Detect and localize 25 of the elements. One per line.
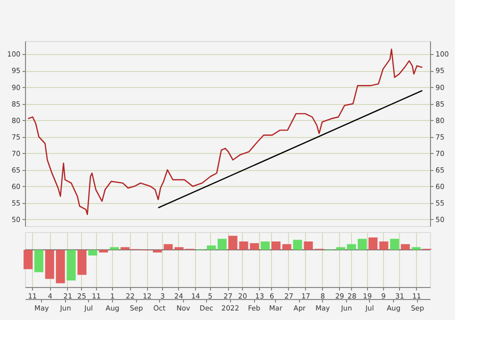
bar	[336, 247, 346, 250]
bar	[66, 250, 76, 281]
bar	[250, 243, 259, 250]
bar	[24, 250, 33, 270]
bar	[45, 250, 54, 279]
bar	[379, 241, 388, 250]
bar	[88, 250, 98, 256]
bar	[34, 250, 44, 272]
bar	[110, 247, 119, 250]
bar	[164, 244, 173, 250]
bar	[152, 250, 162, 252]
bar	[293, 240, 302, 250]
bar	[260, 241, 270, 250]
bar	[77, 250, 86, 275]
line-series	[27, 48, 423, 216]
bar	[400, 244, 410, 250]
bar	[272, 241, 281, 250]
bar	[390, 238, 400, 250]
bar	[56, 250, 65, 284]
bar	[99, 250, 108, 252]
bar	[174, 247, 184, 250]
bar	[120, 247, 130, 250]
bar	[412, 247, 421, 250]
bar	[368, 237, 378, 250]
bar	[282, 244, 292, 250]
